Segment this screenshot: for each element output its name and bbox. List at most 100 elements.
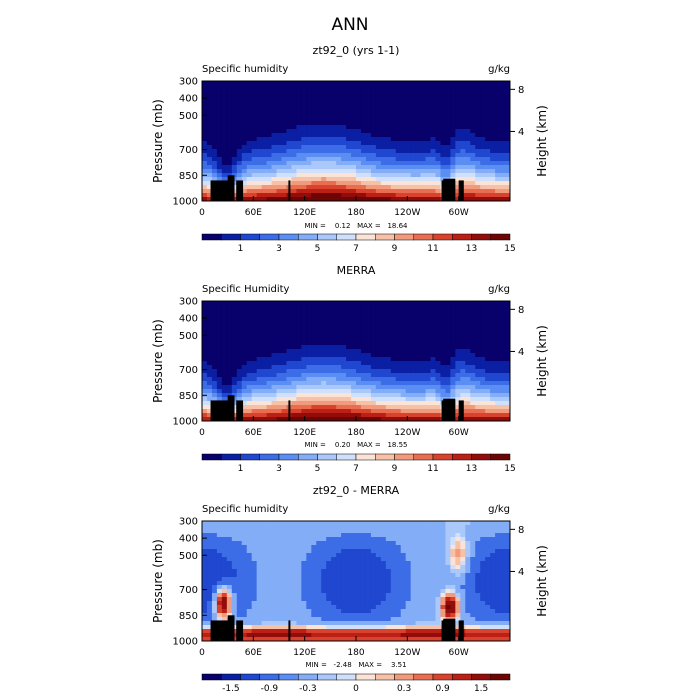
heatmap-cell xyxy=(202,561,208,566)
heatmap-cell xyxy=(480,529,486,534)
heatmap-cell xyxy=(450,309,456,314)
heatmap-cell xyxy=(495,529,501,534)
heatmap-cell xyxy=(206,585,213,590)
heatmap-cell xyxy=(425,565,431,570)
heatmap-cell xyxy=(505,161,511,166)
heatmap-cell xyxy=(256,121,263,126)
heatmap-cell xyxy=(460,313,466,318)
heatmap-cell xyxy=(251,317,258,322)
heatmap-cell xyxy=(271,525,277,530)
heatmap-cell xyxy=(346,581,352,586)
heatmap-cell xyxy=(470,357,476,362)
heatmap-cell xyxy=(475,545,481,550)
heatmap-cell xyxy=(495,89,501,94)
heatmap-cell xyxy=(450,361,456,366)
heatmap-cell xyxy=(356,401,362,406)
heatmap-cell xyxy=(311,189,317,194)
heatmap-cell xyxy=(415,309,421,314)
heatmap-cell xyxy=(470,345,476,350)
heatmap-cell xyxy=(202,529,208,534)
heatmap-cell xyxy=(505,529,511,534)
heatmap-cell xyxy=(475,109,481,114)
heatmap-cell xyxy=(375,337,382,342)
heatmap-cell xyxy=(435,385,441,390)
heatmap-cell xyxy=(296,333,302,338)
heatmap-cell xyxy=(211,381,218,386)
heatmap-cell xyxy=(435,169,441,174)
heatmap-cell xyxy=(331,165,337,170)
heatmap-cell xyxy=(420,569,426,574)
heatmap-cell xyxy=(365,413,372,418)
heatmap-cell xyxy=(375,405,382,410)
heatmap-cell xyxy=(455,129,461,134)
heatmap-cell xyxy=(505,333,511,338)
heatmap-cell xyxy=(370,81,377,86)
heatmap-cell xyxy=(365,557,372,562)
heatmap-cell xyxy=(455,317,461,322)
heatmap-cell xyxy=(470,109,476,114)
heatmap-cell xyxy=(331,141,337,146)
heatmap-cell xyxy=(296,549,302,554)
heatmap-cell xyxy=(490,361,496,366)
heatmap-cell xyxy=(286,537,292,542)
heatmap-cell xyxy=(291,537,297,542)
heatmap-cell xyxy=(405,525,412,530)
heatmap-cell xyxy=(341,585,347,590)
heatmap-cell xyxy=(405,97,412,102)
heatmap-cell xyxy=(261,549,267,554)
heatmap-cell xyxy=(450,333,456,338)
heatmap-cell xyxy=(256,345,263,350)
heatmap-cell xyxy=(306,341,312,346)
heatmap-cell xyxy=(256,369,263,374)
heatmap-cell xyxy=(306,585,312,590)
heatmap-cell xyxy=(351,101,357,106)
heatmap-cell xyxy=(380,185,387,190)
heatmap-cell xyxy=(415,145,421,150)
heatmap-cell xyxy=(271,317,277,322)
heatmap-cell xyxy=(445,149,451,154)
heatmap-cell xyxy=(226,581,233,586)
colorbar-swatch xyxy=(471,453,491,461)
heatmap-cell xyxy=(375,409,382,414)
heatmap-cell xyxy=(490,541,496,546)
heatmap-cell xyxy=(291,81,297,86)
heatmap-cell xyxy=(400,121,407,126)
heatmap-cell xyxy=(261,197,267,202)
colorbar-label: 11 xyxy=(427,464,438,474)
heatmap-cell xyxy=(316,169,322,174)
heatmap-cell xyxy=(365,401,372,406)
heatmap-cell xyxy=(271,177,277,182)
heatmap-cell xyxy=(326,149,332,154)
heatmap-cell xyxy=(226,149,233,154)
heatmap-cell xyxy=(500,349,506,354)
heatmap-cell xyxy=(480,405,486,410)
heatmap-cell xyxy=(346,381,352,386)
heatmap-cell xyxy=(395,125,402,130)
heatmap-cell xyxy=(202,545,208,550)
heatmap-cell xyxy=(236,397,243,402)
heatmap-cell xyxy=(505,533,511,538)
heatmap-cell xyxy=(336,569,342,574)
heatmap-cell xyxy=(336,81,342,86)
heatmap-cell xyxy=(231,89,238,94)
heatmap-cell xyxy=(226,89,233,94)
heatmap-cell xyxy=(296,173,302,178)
heatmap-cell xyxy=(455,533,461,538)
heatmap-cell xyxy=(236,101,243,106)
heatmap-cell xyxy=(435,189,441,194)
heatmap-cell xyxy=(216,325,223,330)
heatmap-cell xyxy=(470,165,476,170)
heatmap-cell xyxy=(241,561,248,566)
heatmap-cell xyxy=(276,109,282,114)
heatmap-cell xyxy=(505,181,511,186)
heatmap-cell xyxy=(485,385,491,390)
heatmap-cell xyxy=(475,149,481,154)
heatmap-cell xyxy=(236,177,243,182)
heatmap-cell xyxy=(500,141,506,146)
heatmap-cell xyxy=(346,417,352,422)
heatmap-cell xyxy=(346,125,352,130)
heatmap-cell xyxy=(385,113,392,118)
heatmap-cell xyxy=(425,409,431,414)
heatmap-cell xyxy=(360,329,367,334)
heatmap-cell xyxy=(241,413,248,418)
